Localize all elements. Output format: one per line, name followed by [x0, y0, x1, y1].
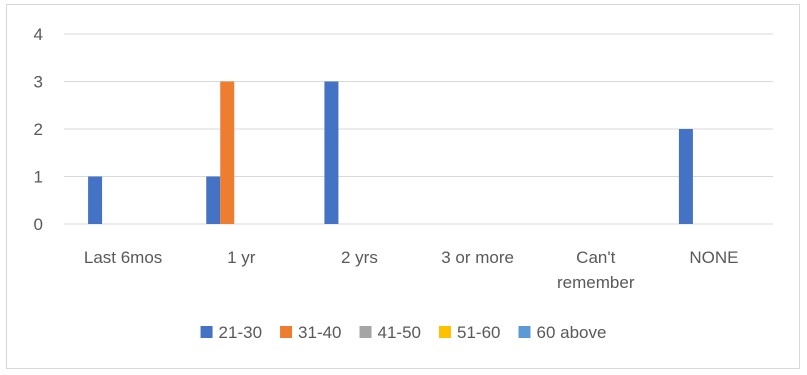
x-category-label: 3 or more — [441, 248, 514, 267]
gridlines — [64, 33, 773, 225]
legend-label: 21-30 — [219, 323, 262, 342]
chart-area — [6, 4, 800, 369]
legend-label: 60 above — [536, 323, 606, 342]
y-tick-label: 2 — [34, 120, 43, 139]
y-tick-label: 3 — [34, 73, 43, 92]
x-axis-category-labels: Last 6mos 1 yr 2 yrs 3 or more Can't remember… — [84, 248, 739, 292]
legend-swatch — [518, 326, 531, 338]
bar-21-30-1 — [206, 176, 221, 224]
y-tick-label: 1 — [34, 168, 43, 187]
bar-21-30-5 — [678, 129, 693, 224]
bar-21-30-0 — [88, 176, 103, 224]
x-category-label: Last 6mos — [84, 248, 162, 267]
x-category-label: Can't remember — [557, 248, 635, 292]
bars — [88, 81, 693, 224]
legend: 21-30 31-40 41-50 51-60 60 above — [200, 323, 606, 342]
legend-swatch — [280, 326, 293, 338]
x-category-label: 1 yr — [227, 248, 256, 267]
bar-31-40-1 — [220, 81, 235, 224]
x-category-label: 2 yrs — [341, 248, 378, 267]
x-category-label: NONE — [689, 248, 738, 267]
legend-label: 41-50 — [378, 323, 421, 342]
legend-label: 51-60 — [457, 323, 500, 342]
y-tick-label: 0 — [34, 215, 43, 234]
legend-label: 31-40 — [298, 323, 341, 342]
y-axis-tick-labels: 0 1 2 3 4 — [34, 25, 43, 234]
legend-swatch — [200, 326, 213, 338]
legend-swatch — [359, 326, 372, 338]
legend-swatch — [439, 326, 452, 338]
bar-21-30-2 — [324, 81, 339, 224]
y-tick-label: 4 — [34, 25, 43, 44]
